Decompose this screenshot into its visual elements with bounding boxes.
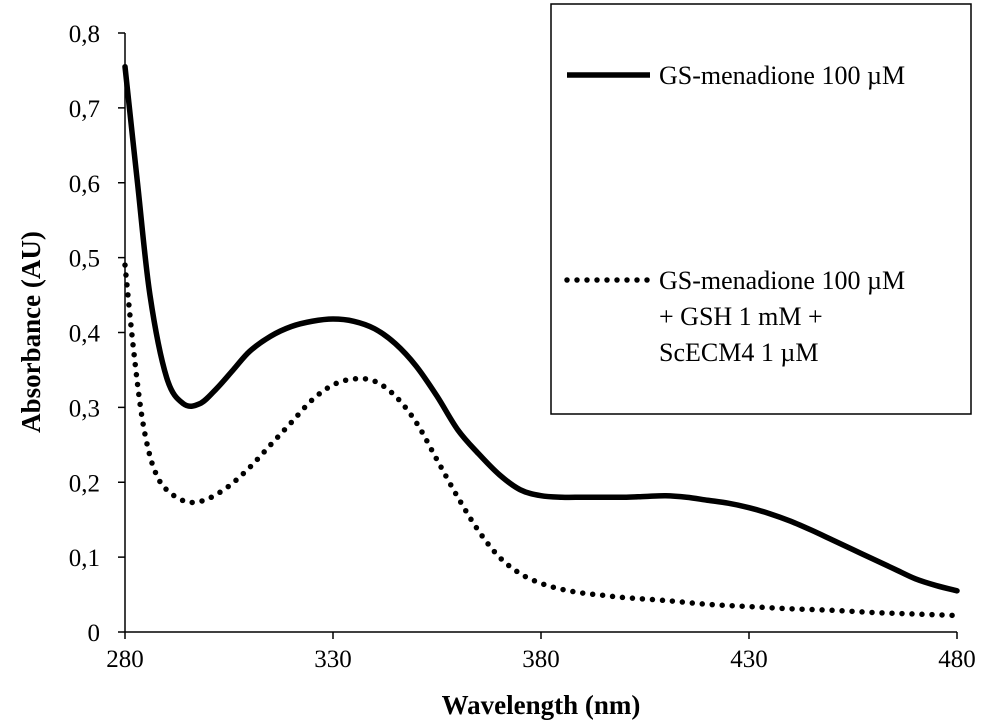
legend: GS-menadione 100 µM GS-menadione 100 µM + … bbox=[550, 3, 972, 415]
legend-label-1: GS-menadione 100 µM bbox=[659, 61, 905, 90]
y-tick-label: 0,5 bbox=[69, 246, 100, 273]
x-axis-title: Wavelength (nm) bbox=[442, 690, 641, 720]
y-axis-title: Absorbance (AU) bbox=[16, 231, 46, 433]
x-tick-label: 280 bbox=[106, 646, 144, 673]
x-tick-label: 330 bbox=[314, 646, 352, 673]
y-tick-label: 0,2 bbox=[69, 470, 100, 497]
x-tick-label: 480 bbox=[938, 646, 976, 673]
legend-label-2: GS-menadione 100 µM + GSH 1 mM + ScECM4 1 … bbox=[659, 266, 905, 367]
y-tick-label: 0,3 bbox=[69, 395, 100, 422]
x-tick-label: 380 bbox=[522, 646, 560, 673]
y-tick-label: 0,8 bbox=[69, 21, 100, 48]
y-tick-label: 0 bbox=[88, 620, 101, 647]
y-tick-label: 0,1 bbox=[69, 545, 100, 572]
y-tick-label: 0,7 bbox=[69, 96, 100, 123]
x-tick-label: 430 bbox=[730, 646, 768, 673]
y-tick-label: 0,4 bbox=[69, 321, 101, 348]
y-tick-label: 0,6 bbox=[69, 171, 100, 198]
series-line-1 bbox=[122, 63, 960, 594]
